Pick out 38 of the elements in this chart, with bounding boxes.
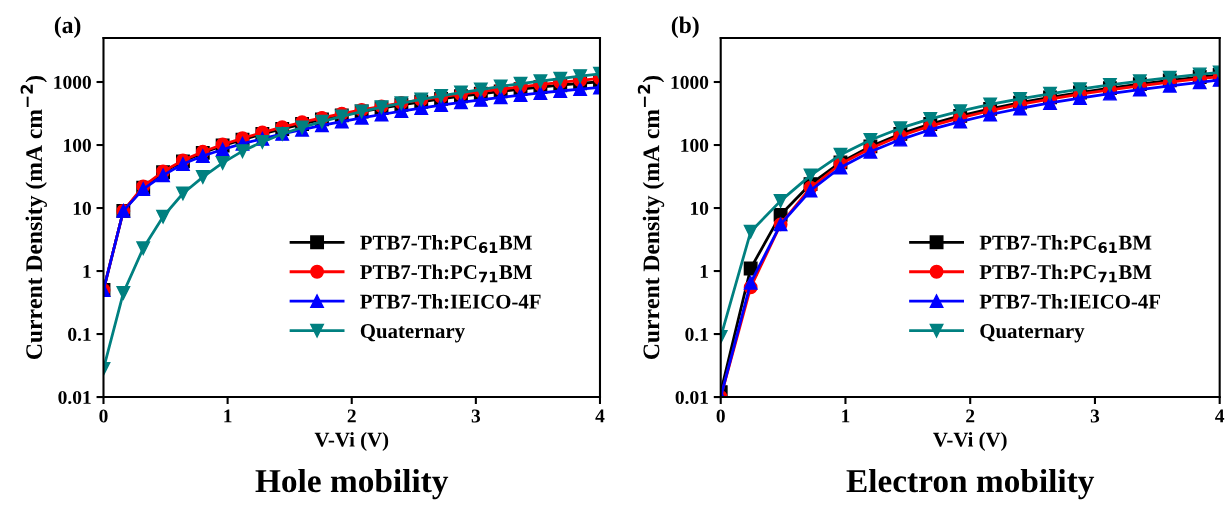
y-tick-label: 1000 xyxy=(54,75,91,89)
y-tick-label: 0.1 xyxy=(685,327,708,342)
y-tick-label: 100 xyxy=(681,138,709,152)
legend-label: PTB7-Th:IEICO-4F xyxy=(360,294,541,309)
x-tick-label: 0 xyxy=(716,409,725,423)
x-tick-label: 1 xyxy=(224,409,232,423)
legend-label: PTB7-Th:PC$_{71}$BM xyxy=(979,264,1152,283)
y-tick-label: 0.01 xyxy=(675,390,708,405)
x-tick-label: 3 xyxy=(1090,409,1100,423)
y-tick-label: 10 xyxy=(691,201,709,215)
y-tick-label: 100 xyxy=(64,138,91,152)
y-tick-label: 0.1 xyxy=(68,327,91,342)
legend-label: Quaternary xyxy=(980,324,1085,343)
x-axis-title: V-Vi (V) xyxy=(314,432,389,451)
x-tick-label: 3 xyxy=(471,409,481,423)
chart-title: (a) xyxy=(54,16,81,38)
text: Electron mobility xyxy=(846,468,1095,500)
x-tick-label: 4 xyxy=(1215,409,1225,423)
legend-label: PTB7-Th:IEICO-4F xyxy=(979,294,1161,309)
y-tick-label: 10 xyxy=(73,201,91,215)
x-axis-title: V-Vi (V) xyxy=(933,432,1007,451)
x-tick-label: 2 xyxy=(966,409,975,423)
legend-label: Quaternary xyxy=(360,324,465,343)
y-tick-label: 1000 xyxy=(671,75,709,89)
y-tick-label: 1 xyxy=(700,264,708,278)
y-axis-title: Current Density (mA cm$^{−2}$) xyxy=(637,75,665,359)
legend-label: PTB7-Th:PC$_{61}$BM xyxy=(979,235,1152,254)
y-axis-title: Current Density (mA cm$^{−2}$) xyxy=(20,75,47,359)
x-tick-label: 0 xyxy=(99,409,108,423)
y-tick-label: 0.01 xyxy=(58,390,91,405)
x-tick-label: 1 xyxy=(842,409,850,423)
x-tick-label: 4 xyxy=(595,409,605,423)
legend-label: PTB7-Th:PC$_{71}$BM xyxy=(360,264,532,283)
text: Hole mobility xyxy=(255,468,449,500)
legend-label: PTB7-Th:PC$_{61}$BM xyxy=(360,235,532,254)
chart-title: (b) xyxy=(671,16,699,38)
y-tick-label: 1 xyxy=(83,264,91,278)
x-tick-label: 2 xyxy=(347,409,356,423)
